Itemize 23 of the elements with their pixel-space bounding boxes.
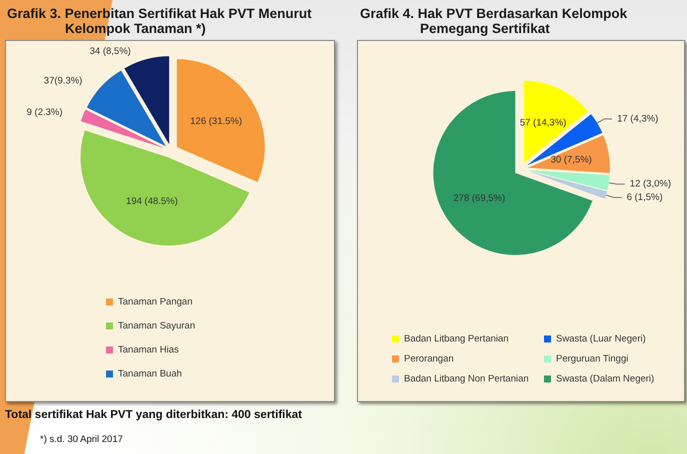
legend-label: Tanaman Sayuran [118,320,196,332]
legend-label: Swasta (Dalam Negeri) [556,374,654,384]
legend-label: Tanaman Buah [118,368,182,380]
data-label: 6 (1,5%) [626,192,663,204]
legend-label: Badan Litbang Pertanian [404,334,509,344]
data-label: 126 (31.5%) [190,116,242,127]
data-label: 278 (69,5%) [453,192,506,204]
text: *) s.d. 30 April 2017 [40,434,123,445]
data-label: 12 (3,0%) [630,178,671,190]
data-label: 30 (7,5%) [550,154,592,166]
legend-label: Badan Litbang Non Pertanian [404,374,529,384]
data-label: 9 (2.3%) [26,106,63,118]
chart-title: Grafik 4. Hak PVT Berdasarkan Kelompok Pemegang Sertifikat [360,6,628,36]
legend-label: Tanaman Hias [118,344,179,356]
text: Total sertifikat Hak PVT yang diterbitkan: 400 sertifikat [5,409,302,421]
legend-label: Swasta (Luar Negeri) [556,334,646,344]
data-label: 34 (8,5%) [90,46,131,58]
data-label: 17 (4,3%) [617,113,658,124]
legend-label: Tanaman Pangan [118,296,192,308]
legend-label: Perguruan Tinggi [556,354,628,364]
data-label: 37(9.3%) [44,76,82,87]
data-label: 194 (48.5%) [126,196,178,208]
legend-label: Perorangan [404,354,454,364]
